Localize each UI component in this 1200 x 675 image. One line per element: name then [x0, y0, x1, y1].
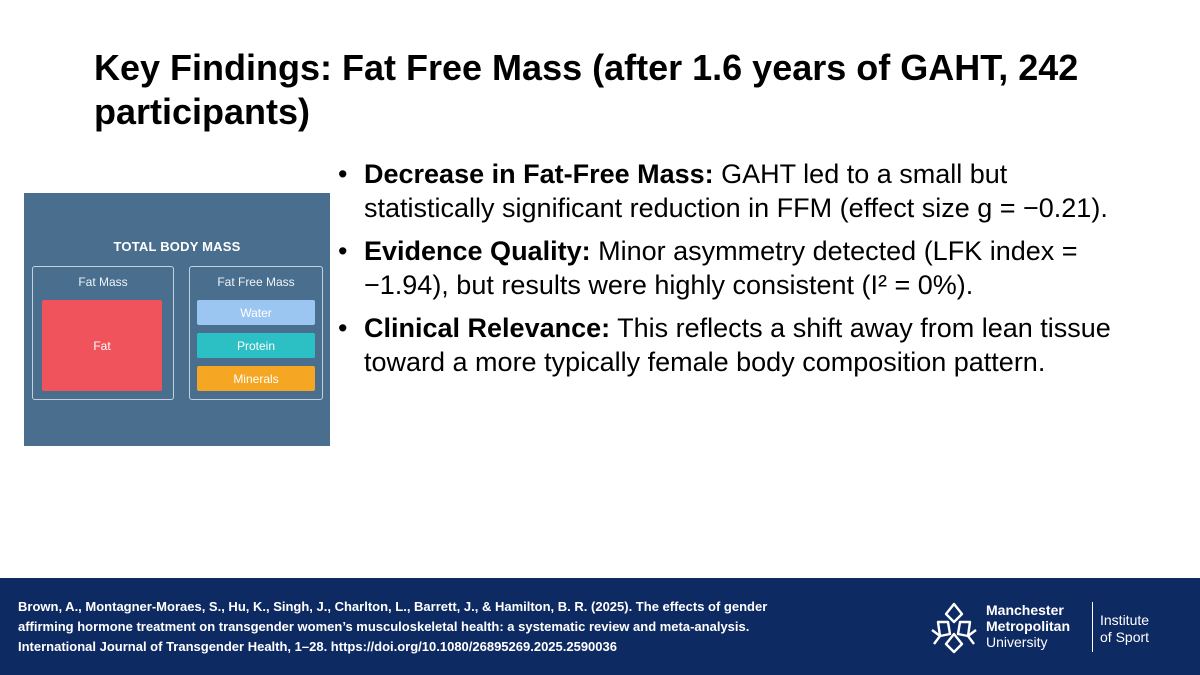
finding-item: • Clinical Relevance: This reflects a sh… [338, 311, 1128, 379]
logo-line: University [986, 634, 1048, 650]
fat-mass-box: Fat Mass Fat [32, 266, 174, 400]
citation-line: affirming hormone treatment on transgend… [18, 619, 750, 634]
finding-text: Minor asymmetry detected (LFK index = −1… [364, 236, 1078, 300]
finding-heading: Evidence Quality: [364, 236, 591, 266]
institute-line: Institute [1100, 612, 1150, 628]
finding-item: • Decrease in Fat-Free Mass: GAHT led to… [338, 157, 1128, 225]
bullet-glyph: • [338, 159, 348, 189]
university-name: Manchester Metropolitan University [986, 602, 1070, 650]
citation-line: Brown, A., Montagner-Moraes, S., Hu, K.,… [18, 599, 768, 614]
institute-line: of Sport [1100, 629, 1150, 645]
fat-free-mass-box: Fat Free Mass Water Protein Minerals [189, 266, 323, 400]
finding-heading: Decrease in Fat-Free Mass: [364, 159, 714, 189]
bullet-glyph: • [338, 313, 348, 343]
fat-block: Fat [42, 300, 162, 391]
bullet-glyph: • [338, 236, 348, 266]
footer-bar: Brown, A., Montagner-Moraes, S., Hu, K.,… [0, 578, 1200, 675]
logo-line: Metropolitan [986, 618, 1070, 634]
minerals-component: Minerals [197, 366, 315, 391]
fat-free-mass-label: Fat Free Mass [217, 275, 295, 289]
slide-title: Key Findings: Fat Free Mass (after 1.6 y… [94, 47, 1079, 132]
finding-item: • Evidence Quality: Minor asymmetry dete… [338, 234, 1128, 302]
citation: Brown, A., Montagner-Moraes, S., Hu, K.,… [18, 597, 898, 657]
body-mass-figure: TOTAL BODY MASS Fat Mass Fat Fat Free Ma… [24, 193, 330, 446]
finding-heading: Clinical Relevance: [364, 313, 611, 343]
citation-line[interactable]: International Journal of Transgender Hea… [18, 639, 617, 654]
logo-divider [1092, 602, 1093, 652]
institute-name: Institute of Sport [1100, 612, 1149, 646]
protein-component: Protein [197, 333, 315, 358]
water-component: Water [197, 300, 315, 325]
finding-text: GAHT led to a small but statistically si… [364, 159, 1108, 223]
finding-text: This reflects a shift away from lean tis… [364, 313, 1111, 377]
logo-line: Manchester [986, 602, 1064, 618]
figure-heading: TOTAL BODY MASS [113, 239, 241, 254]
university-logo: Manchester Metropolitan University Insti… [928, 598, 1188, 660]
fat-mass-label: Fat Mass [78, 275, 128, 289]
antelope-logo-icon [931, 602, 977, 654]
findings-list: • Decrease in Fat-Free Mass: GAHT led to… [338, 157, 1128, 388]
